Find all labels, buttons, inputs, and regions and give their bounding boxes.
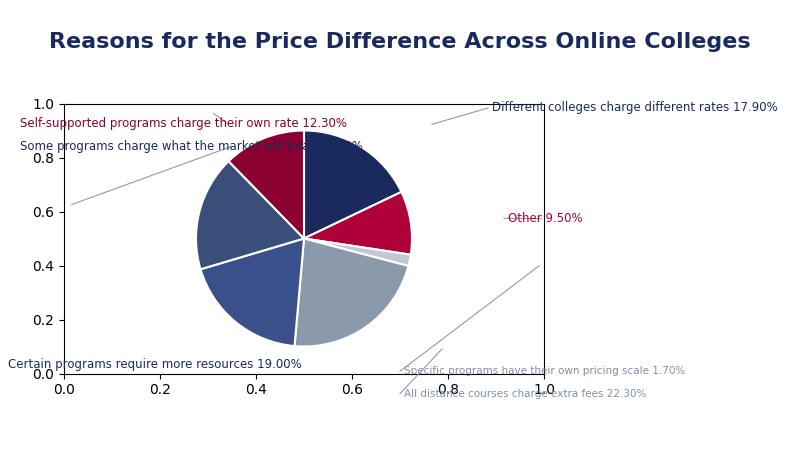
Wedge shape — [201, 238, 304, 346]
Text: Other 9.50%: Other 9.50% — [508, 212, 582, 225]
Text: Self-supported programs charge their own rate 12.30%: Self-supported programs charge their own… — [20, 117, 347, 130]
Text: All distance courses charge extra fees 22.30%: All distance courses charge extra fees 2… — [404, 389, 646, 399]
Text: Certain programs require more resources 19.00%: Certain programs require more resources … — [8, 358, 302, 371]
Text: Different colleges charge different rates 17.90%: Different colleges charge different rate… — [492, 102, 778, 114]
Wedge shape — [304, 238, 410, 266]
Text: Some programs charge what the market will bear 17.30%: Some programs charge what the market wil… — [20, 140, 363, 153]
Wedge shape — [304, 130, 402, 238]
Text: Reasons for the Price Difference Across Online Colleges: Reasons for the Price Difference Across … — [49, 32, 751, 51]
Wedge shape — [304, 192, 412, 255]
Wedge shape — [294, 238, 409, 346]
Wedge shape — [229, 130, 304, 238]
Wedge shape — [196, 161, 304, 269]
Text: Specific programs have their own pricing scale 1.70%: Specific programs have their own pricing… — [404, 366, 686, 376]
